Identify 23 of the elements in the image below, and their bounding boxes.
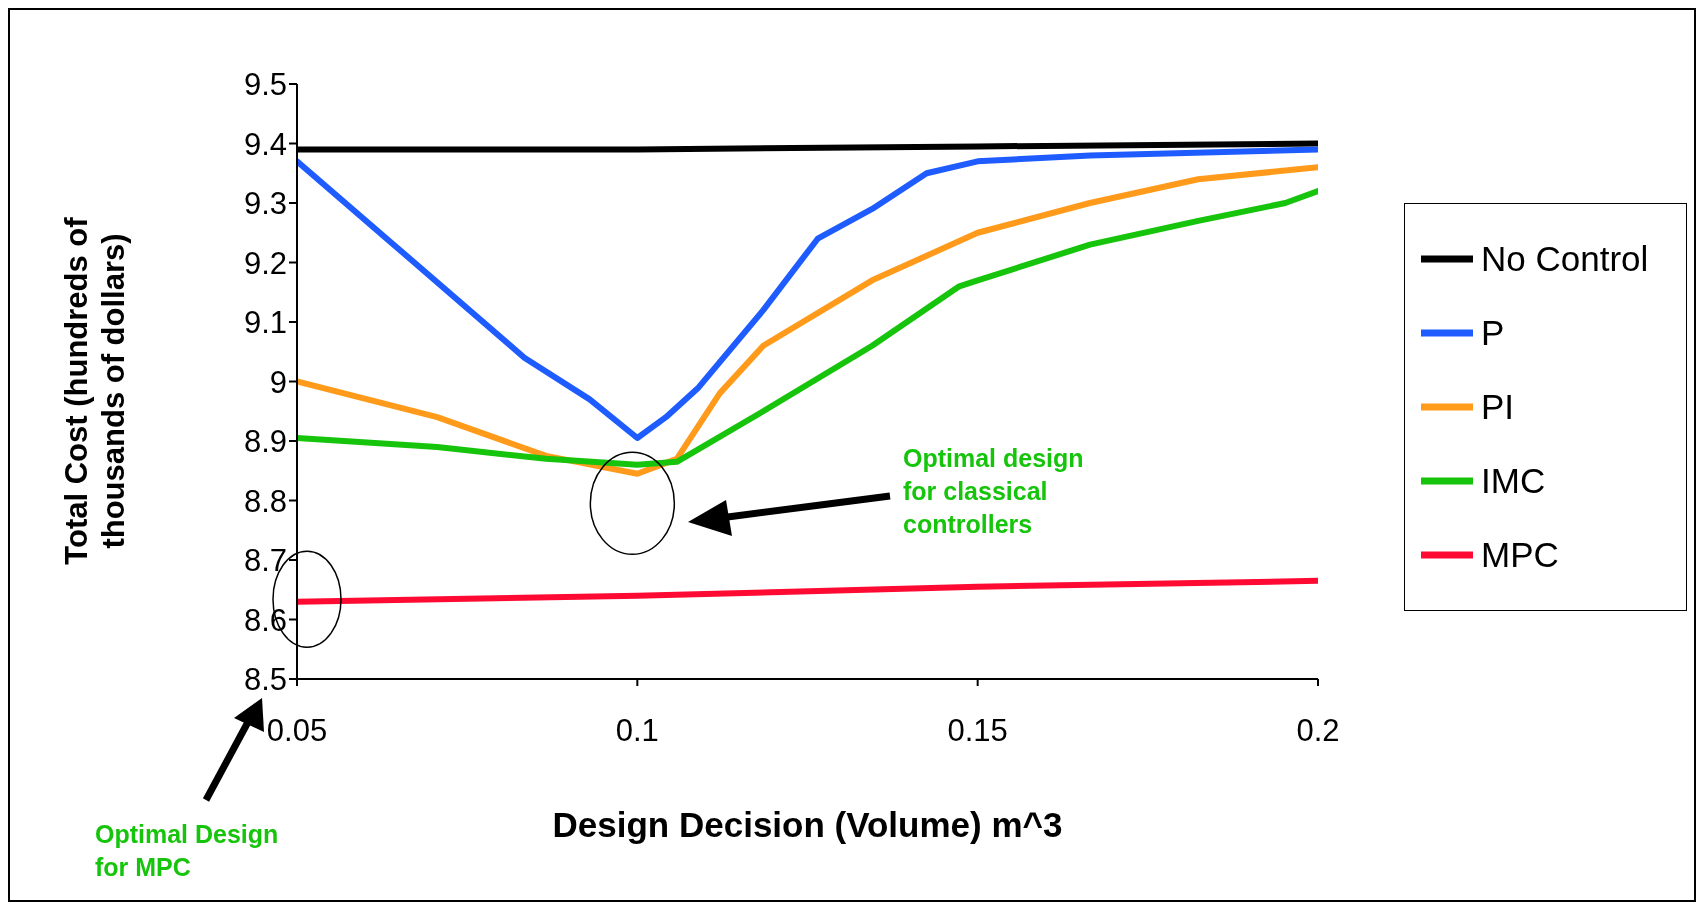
y-tick-label: 9.3 [243, 186, 287, 222]
y-axis-title: Total Cost (hundreds of thousands of dollars) [58, 215, 132, 567]
y-tick-label: 9.2 [243, 245, 287, 281]
legend-label: PI [1481, 387, 1515, 427]
x-tick-label: 0.05 [266, 713, 328, 749]
y-tick-label: 8.5 [243, 662, 287, 698]
legend-label: IMC [1481, 461, 1546, 501]
x-axis-title: Design Decision (Volume) m^3 [551, 805, 1064, 845]
legend-label: P [1481, 313, 1505, 353]
y-tick-label: 8.8 [243, 483, 287, 519]
x-tick-label: 0.15 [947, 713, 1008, 749]
y-tick-label: 8.9 [243, 424, 287, 460]
y-tick-label: 8.7 [243, 543, 287, 579]
y-tick-label: 9.1 [243, 305, 287, 341]
y-tick-label: 9.5 [243, 67, 287, 102]
text: Optimal Design for MPC [95, 819, 280, 883]
y-tick-label: 9.4 [243, 126, 287, 162]
x-tick-label: 0.1 [615, 713, 659, 749]
y-tick-label: 9 [269, 364, 287, 400]
legend-label: No Control [1481, 239, 1649, 279]
annotation: Optimal design for classical controllers [903, 443, 1085, 540]
legend-label: MPC [1481, 535, 1559, 575]
x-tick-label: 0.2 [1296, 713, 1340, 749]
